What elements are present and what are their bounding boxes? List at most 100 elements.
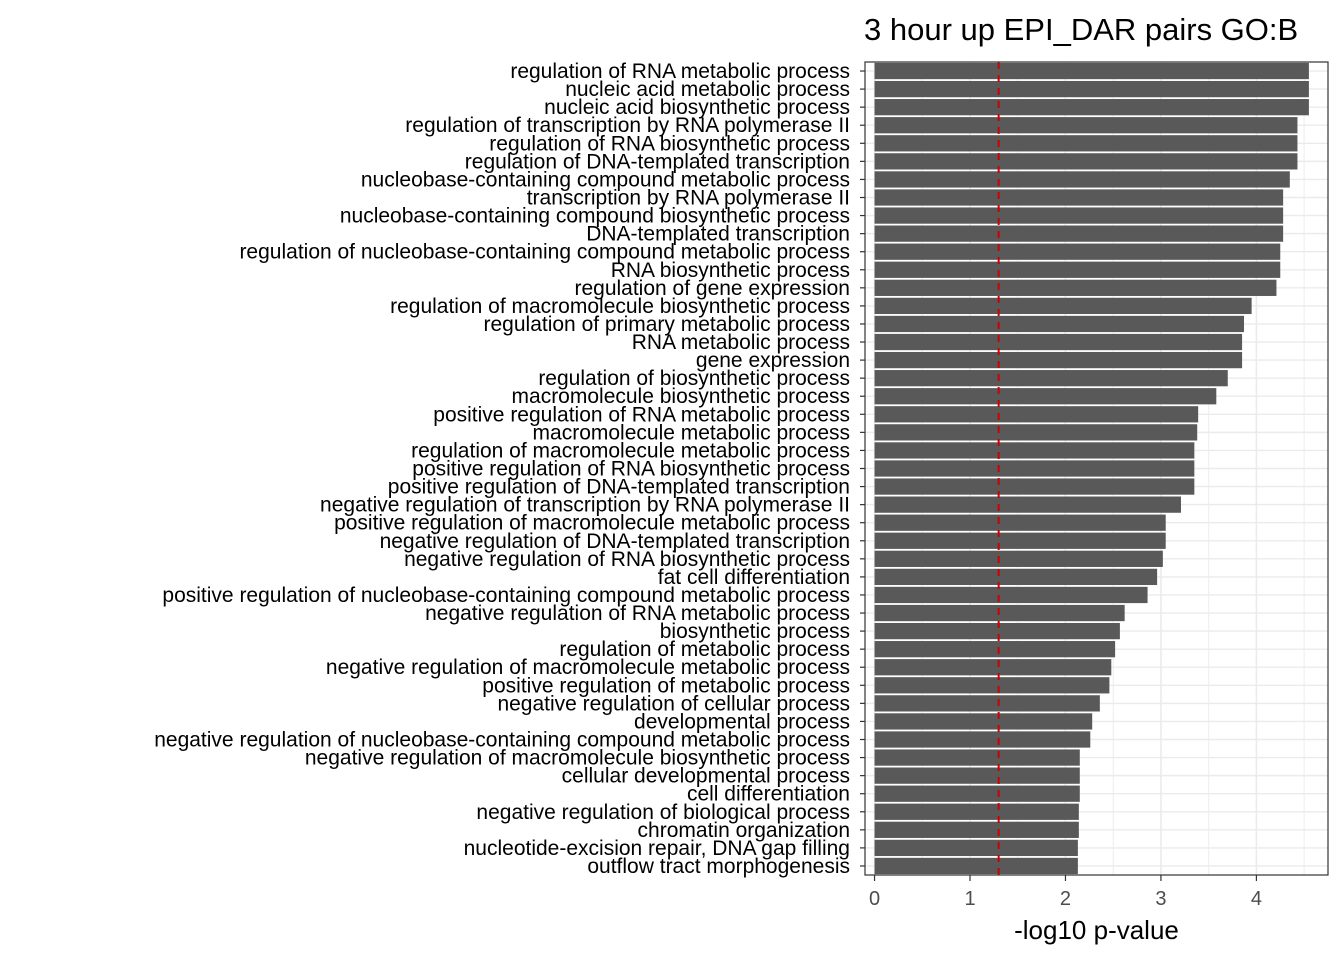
bar bbox=[874, 117, 1298, 134]
bar bbox=[874, 153, 1298, 170]
bar bbox=[874, 99, 1309, 116]
bar bbox=[874, 297, 1252, 315]
bar bbox=[874, 279, 1277, 296]
category-label: positive regulation of RNA metabolic pro… bbox=[433, 403, 850, 426]
bar bbox=[874, 442, 1195, 459]
bar bbox=[874, 243, 1281, 260]
bar bbox=[874, 622, 1120, 640]
x-tick-label: 2 bbox=[1060, 888, 1071, 910]
x-tick-label: 4 bbox=[1251, 888, 1262, 910]
bar bbox=[874, 586, 1148, 604]
category-label: biosynthetic process bbox=[660, 620, 850, 643]
bar bbox=[874, 514, 1166, 531]
category-label: positive regulation of macromolecule met… bbox=[334, 512, 850, 535]
category-label: negative regulation of RNA biosynthetic … bbox=[404, 548, 850, 571]
bar bbox=[874, 496, 1181, 513]
bar bbox=[874, 62, 1309, 80]
bar bbox=[874, 641, 1116, 658]
category-label: chromatin organization bbox=[638, 819, 850, 842]
category-label: fat cell differentiation bbox=[658, 566, 850, 589]
bar bbox=[874, 550, 1163, 567]
bar bbox=[874, 749, 1080, 766]
category-label: cellular developmental process bbox=[562, 765, 850, 788]
category-label: regulation of metabolic process bbox=[559, 638, 850, 661]
bar bbox=[874, 171, 1290, 188]
category-label: cell differentiation bbox=[687, 783, 850, 806]
category-label: gene expression bbox=[696, 349, 850, 372]
bar bbox=[874, 225, 1284, 242]
bar bbox=[874, 839, 1078, 857]
bar bbox=[874, 207, 1284, 224]
category-label: negative regulation of transcription by … bbox=[320, 494, 850, 517]
category-label: macromolecule metabolic process bbox=[533, 421, 850, 444]
x-tick-label: 0 bbox=[869, 888, 880, 910]
category-label: nucleotide-excision repair, DNA gap fill… bbox=[464, 837, 850, 860]
category-labels: regulation of RNA metabolic processnucle… bbox=[154, 60, 865, 878]
bar bbox=[874, 659, 1112, 676]
category-label: negative regulation of RNA metabolic pro… bbox=[425, 602, 850, 625]
bar bbox=[874, 388, 1217, 405]
category-label: outflow tract morphogenesis bbox=[587, 855, 850, 878]
bar bbox=[874, 261, 1281, 278]
bar bbox=[874, 532, 1166, 549]
category-label: regulation of gene expression bbox=[574, 277, 850, 300]
bar bbox=[874, 767, 1080, 784]
category-label: regulation of nucleobase-containing comp… bbox=[239, 241, 850, 264]
category-label: RNA metabolic process bbox=[632, 331, 850, 354]
bar bbox=[874, 713, 1093, 730]
bar bbox=[874, 568, 1158, 586]
category-label: negative regulation of cellular process bbox=[497, 692, 850, 715]
category-label: negative regulation of macromolecule bio… bbox=[305, 747, 850, 770]
bar bbox=[874, 821, 1079, 838]
category-label: nucleic acid metabolic process bbox=[565, 78, 850, 101]
x-axis-title: -log10 p-value bbox=[1014, 915, 1179, 945]
category-label: negative regulation of biological proces… bbox=[476, 801, 850, 824]
category-label: developmental process bbox=[634, 710, 850, 733]
bar bbox=[874, 857, 1078, 875]
bar bbox=[874, 785, 1080, 802]
category-label: regulation of RNA metabolic process bbox=[510, 60, 850, 83]
category-label: regulation of RNA biosynthetic process bbox=[489, 132, 850, 155]
category-label: regulation of macromolecule metabolic pr… bbox=[411, 439, 850, 462]
category-label: positive regulation of nucleobase-contai… bbox=[162, 584, 850, 607]
category-label: positive regulation of metabolic process bbox=[482, 674, 850, 697]
category-label: regulation of macromolecule biosynthetic… bbox=[390, 295, 850, 318]
x-tick-label: 3 bbox=[1155, 888, 1166, 910]
category-label: negative regulation of macromolecule met… bbox=[326, 656, 850, 679]
bar bbox=[874, 460, 1195, 477]
x-tick-label: 1 bbox=[964, 888, 975, 910]
bar bbox=[874, 315, 1244, 333]
category-label: macromolecule biosynthetic process bbox=[512, 385, 850, 408]
bar bbox=[874, 803, 1079, 820]
category-label: DNA-templated transcription bbox=[586, 223, 850, 246]
category-label: regulation of primary metabolic process bbox=[484, 313, 851, 336]
bar bbox=[874, 351, 1243, 369]
category-label: regulation of transcription by RNA polym… bbox=[405, 114, 850, 137]
category-label: RNA biosynthetic process bbox=[611, 259, 850, 282]
chart-title: 3 hour up EPI_DAR pairs GO:B bbox=[864, 12, 1298, 47]
bars bbox=[874, 62, 1309, 875]
bar bbox=[874, 424, 1198, 441]
category-label: negative regulation of nucleobase-contai… bbox=[154, 729, 850, 752]
category-label: transcription by RNA polymerase II bbox=[527, 187, 850, 210]
bar bbox=[874, 478, 1195, 495]
bar bbox=[874, 677, 1110, 694]
category-label: nucleic acid biosynthetic process bbox=[544, 96, 850, 119]
category-label: regulation of biosynthetic process bbox=[538, 367, 850, 390]
bar bbox=[874, 333, 1243, 351]
category-label: nucleobase-containing compound metabolic… bbox=[361, 168, 850, 191]
bar bbox=[874, 695, 1100, 712]
x-axis-ticks: 0 1 2 3 4 bbox=[869, 875, 1262, 910]
category-label: nucleobase-containing compound biosynthe… bbox=[340, 205, 850, 228]
category-label: positive regulation of DNA-templated tra… bbox=[388, 476, 850, 499]
category-label: regulation of DNA-templated transcriptio… bbox=[465, 150, 850, 173]
bar bbox=[874, 406, 1199, 423]
bar bbox=[874, 80, 1309, 98]
bar bbox=[874, 135, 1298, 152]
bar bbox=[874, 731, 1091, 748]
bar bbox=[874, 189, 1284, 206]
category-label: negative regulation of DNA-templated tra… bbox=[380, 530, 850, 553]
category-label: positive regulation of RNA biosynthetic … bbox=[412, 458, 850, 481]
bar bbox=[874, 370, 1228, 387]
